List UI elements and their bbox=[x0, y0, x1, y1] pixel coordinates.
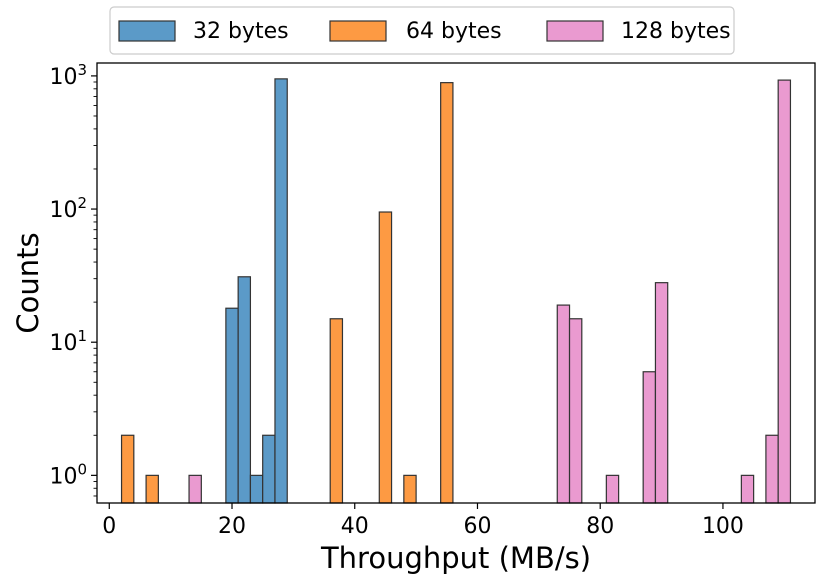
bar-128-bytes-7 bbox=[765, 434, 779, 504]
y-axis-title: Counts bbox=[11, 232, 45, 333]
legend-label-32-bytes: 32 bytes bbox=[193, 19, 289, 44]
x-tick-label: 60 bbox=[463, 514, 491, 539]
y-tick-label: 101 bbox=[49, 327, 87, 356]
bar-128-bytes-1 bbox=[556, 304, 571, 504]
bars-layer bbox=[120, 78, 792, 504]
x-tick-label: 100 bbox=[702, 514, 744, 539]
legend-swatch-64-bytes bbox=[329, 20, 387, 42]
bar-128-bytes-8 bbox=[777, 79, 792, 504]
bar-128-bytes-6 bbox=[740, 474, 755, 504]
legend-label-128-bytes: 128 bytes bbox=[621, 19, 731, 44]
y-tick-label: 102 bbox=[49, 194, 87, 223]
legend-label-64-bytes: 64 bytes bbox=[406, 19, 502, 44]
bar-128-bytes-3 bbox=[605, 474, 620, 504]
bar-32-bytes-3 bbox=[262, 434, 276, 504]
bar-128-bytes-4 bbox=[642, 371, 657, 504]
bar-32-bytes-1 bbox=[237, 276, 252, 504]
bar-64-bytes-2 bbox=[329, 318, 344, 504]
bar-64-bytes-5 bbox=[440, 82, 454, 504]
bar-32-bytes-4 bbox=[274, 78, 288, 504]
x-tick-label: 0 bbox=[102, 514, 116, 539]
legend-swatch-128-bytes bbox=[546, 20, 604, 42]
x-tick-label: 40 bbox=[341, 514, 369, 539]
y-tick-label: 103 bbox=[49, 61, 87, 90]
bar-128-bytes-5 bbox=[654, 282, 669, 504]
legend-swatch-32-bytes bbox=[118, 20, 176, 42]
x-axis: 0 20 40 60 80 100 bbox=[102, 503, 744, 539]
legend-box bbox=[109, 6, 735, 55]
bar-64-bytes-3 bbox=[378, 211, 393, 504]
bar-32-bytes-0 bbox=[225, 307, 239, 504]
bar-64-bytes-0 bbox=[120, 434, 135, 504]
bar-64-bytes-1 bbox=[145, 474, 159, 504]
bar-128-bytes-2 bbox=[568, 318, 583, 504]
x-tick-label: 20 bbox=[218, 514, 246, 539]
legend: 32 bytes 64 bytes 128 bytes bbox=[109, 6, 735, 55]
y-tick-label: 100 bbox=[49, 460, 87, 489]
y-axis: 100 101 102 103 bbox=[49, 61, 97, 497]
bar-64-bytes-4 bbox=[403, 474, 417, 504]
x-axis-title: Throughput (MB/s) bbox=[320, 541, 591, 575]
bar-32-bytes-2 bbox=[249, 474, 264, 504]
plot-frame bbox=[96, 62, 816, 504]
x-tick-label: 80 bbox=[586, 514, 614, 539]
bar-128-bytes-0 bbox=[188, 474, 202, 504]
